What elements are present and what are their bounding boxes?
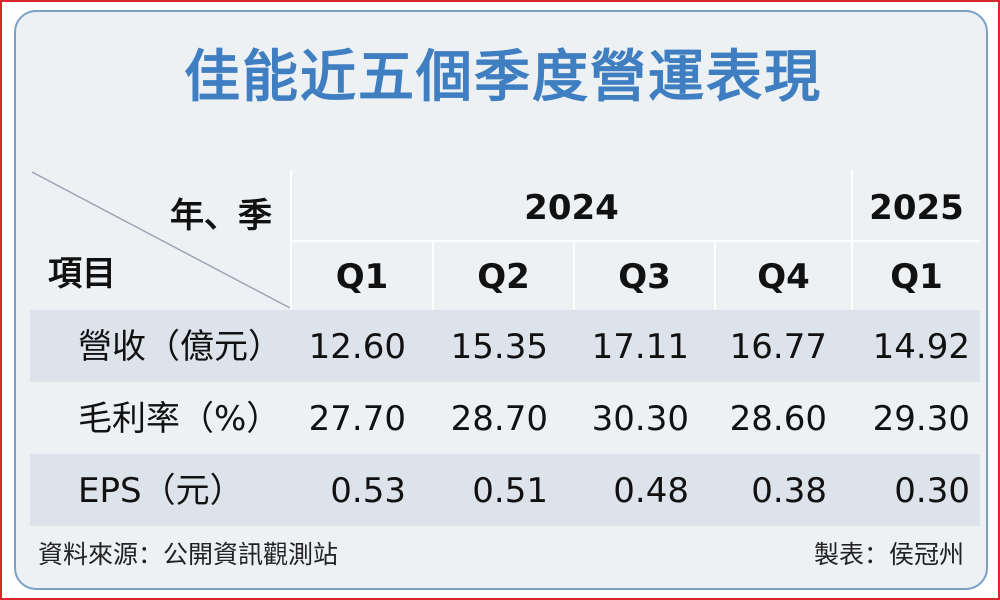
quarter-header: Q2 [477,257,530,297]
row-band-margin [30,382,980,454]
quarter-header: Q4 [757,257,810,297]
header-divider [573,242,575,310]
table-cell: 28.70 [450,399,548,439]
table-cell: 0.30 [894,471,970,511]
quarter-header: Q1 [335,257,389,297]
credit-note: 製表：侯冠州 [813,540,964,569]
table-cell: 15.35 [450,327,548,367]
table-cell: 0.48 [613,471,689,511]
table-cell: 14.92 [872,327,970,367]
table-cell: 12.60 [308,327,406,367]
quarter-header: Q1 [890,257,943,297]
table-cell: 0.51 [472,471,548,511]
table-cell: 28.60 [729,399,827,439]
row-label-gross-margin: 毛利率（%） [78,399,281,439]
corner-top-label: 年、季 [170,196,272,236]
row-band-eps [30,454,980,526]
corner-diagonal [31,171,291,309]
year-header-2024: 2024 [524,188,619,228]
table-cell: 0.53 [330,471,406,511]
table-cell: 17.11 [591,327,689,367]
source-note: 資料來源：公開資訊觀測站 [38,540,339,569]
year-header-2025: 2025 [869,188,964,228]
chart-panel: 佳能近五個季度營運表現 年、季 項目 2024 2025 Q1 Q [14,10,988,590]
header-divider [714,242,716,310]
header-divider [432,242,434,310]
page-title: 佳能近五個季度營運表現 [184,45,822,110]
header-divider [292,240,980,242]
header-divider [290,170,292,310]
table-cell: 30.30 [591,399,689,439]
table-cell: 0.38 [751,471,827,511]
row-label-revenue: 營收（億元） [78,327,282,367]
header-divider [851,170,853,310]
row-label-eps: EPS（元） [78,471,244,511]
corner-bottom-label: 項目 [48,254,116,294]
row-band-revenue [30,310,980,382]
quarter-header: Q3 [618,257,671,297]
table-cell: 29.30 [872,399,970,439]
data-table: 年、季 項目 2024 2025 Q1 Q2 Q3 Q4 Q1 營收（億元） 1… [30,170,980,526]
table-cell: 16.77 [729,327,827,367]
table-cell: 27.70 [308,399,406,439]
